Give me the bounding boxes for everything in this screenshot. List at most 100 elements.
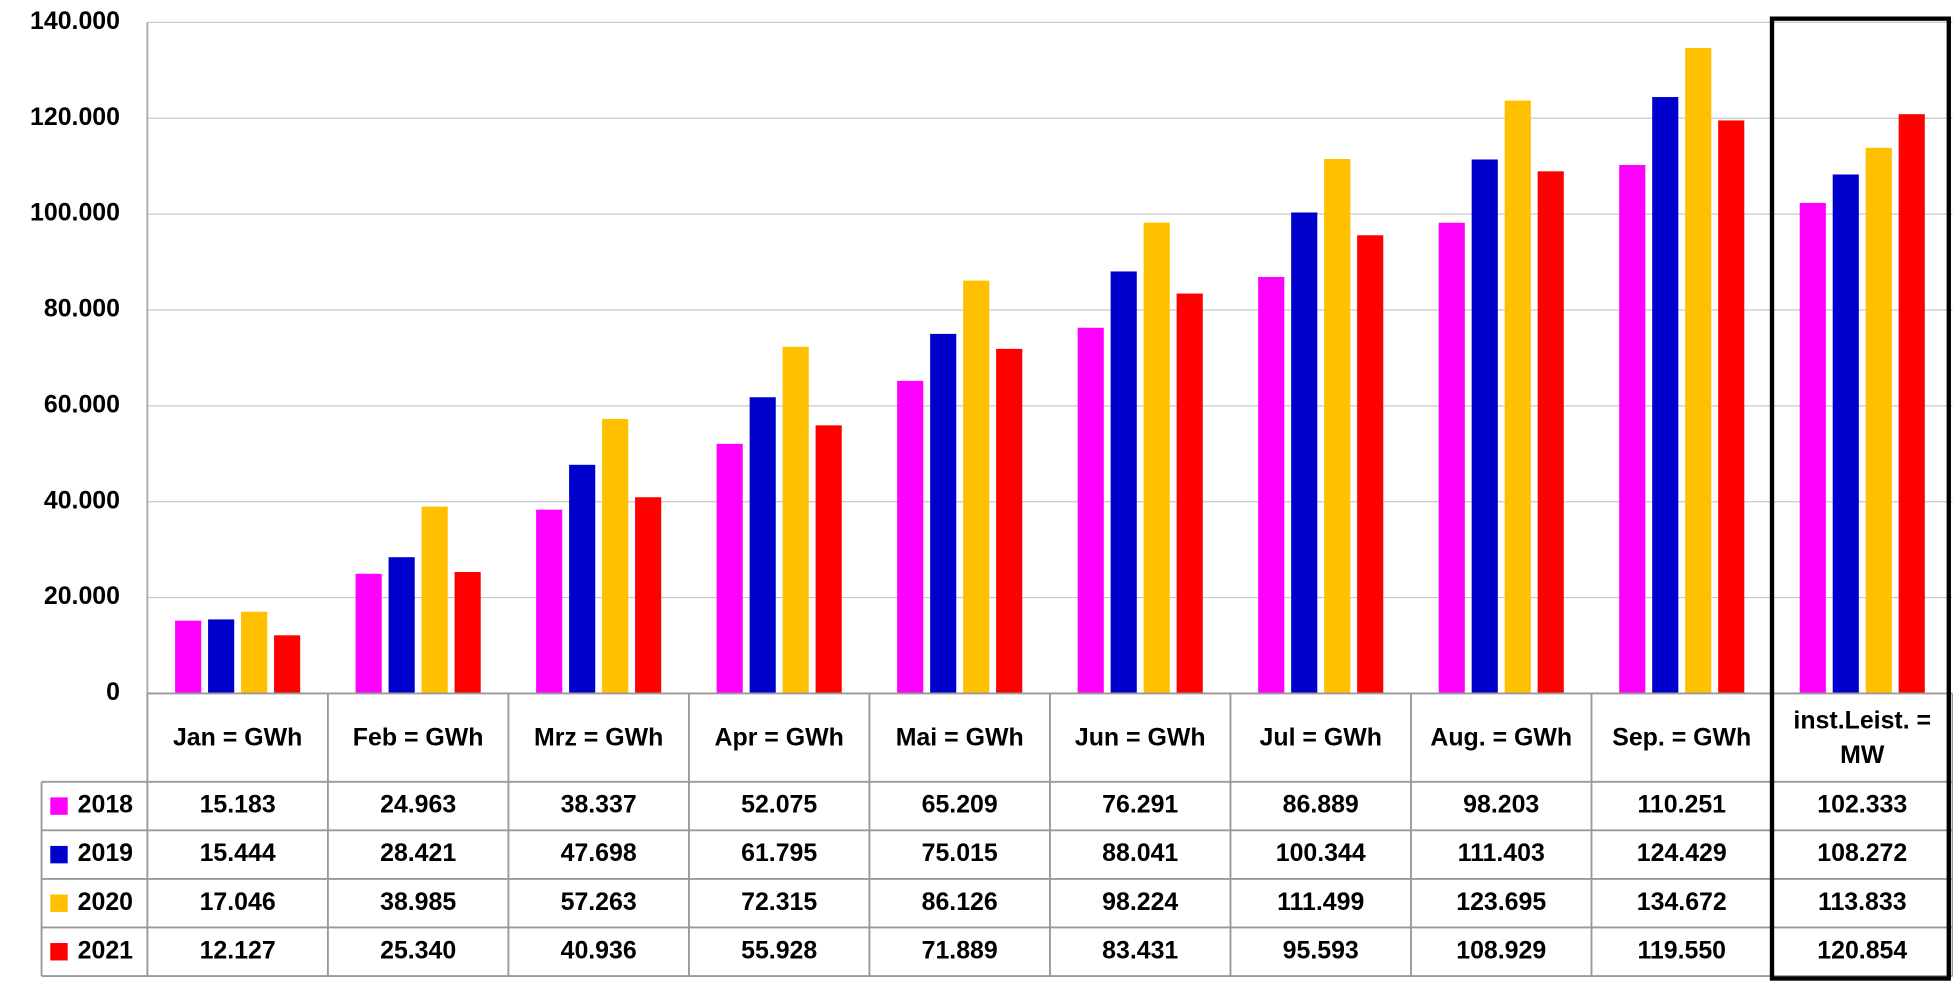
bar xyxy=(1865,147,1892,694)
value-label: 108.272 xyxy=(1817,839,1907,867)
category-cell: Jun = GWh xyxy=(1074,723,1206,752)
value-label: 95.593 xyxy=(1283,936,1359,964)
x-tick-label: Apr = GWh xyxy=(714,723,844,752)
x-tick-label: Mai = GWh xyxy=(895,723,1024,752)
bar xyxy=(1324,159,1351,694)
legend-label: 2021 xyxy=(78,936,134,964)
bar xyxy=(635,497,662,694)
category-cell: Mrz = GWh xyxy=(533,723,664,752)
value-label: 102.333 xyxy=(1817,791,1907,819)
bar xyxy=(1110,271,1137,694)
category-cell: Aug. = GWh xyxy=(1430,723,1573,752)
value-label: 65.209 xyxy=(922,791,998,819)
value-label: 88.041 xyxy=(1102,839,1178,867)
value-label: 52.075 xyxy=(741,791,817,819)
bar xyxy=(1832,174,1859,694)
bar xyxy=(1619,164,1646,694)
category-cell: Sep. = GWh xyxy=(1612,723,1752,752)
bar xyxy=(1438,222,1465,694)
bar xyxy=(241,611,268,694)
value-label: 40.936 xyxy=(561,936,637,964)
bar xyxy=(1799,202,1826,694)
bars xyxy=(175,47,1925,694)
value-label: 28.421 xyxy=(380,839,456,867)
bar xyxy=(1176,293,1203,694)
bar xyxy=(782,346,809,694)
value-label: 75.015 xyxy=(922,839,998,867)
bar xyxy=(1898,114,1925,694)
x-tick-label: Sep. = GWh xyxy=(1612,723,1752,752)
x-tick-label: Jun = GWh xyxy=(1074,723,1206,752)
value-label: 12.127 xyxy=(200,936,276,964)
value-label: 124.429 xyxy=(1637,839,1727,867)
value-label: 57.263 xyxy=(561,888,637,916)
value-label: 98.203 xyxy=(1463,791,1539,819)
value-label: 55.928 xyxy=(741,936,817,964)
value-label: 38.337 xyxy=(561,791,637,819)
legend-label: 2018 xyxy=(78,791,134,819)
bar xyxy=(996,348,1023,694)
legend-swatch xyxy=(50,943,68,961)
x-tick-label: inst.Leist. = MW xyxy=(1793,706,1932,769)
x-tick-label: Aug. = GWh xyxy=(1430,723,1573,752)
legend-swatch xyxy=(50,845,68,864)
value-label: 108.929 xyxy=(1456,936,1546,964)
value-label: 83.431 xyxy=(1102,936,1178,964)
x-tick-label: Jan = GWh xyxy=(172,723,303,752)
category-cell: Jul = GWh xyxy=(1259,723,1382,752)
category-cell: Jan = GWh xyxy=(172,723,303,752)
bar xyxy=(1471,159,1498,694)
value-label: 76.291 xyxy=(1102,791,1178,819)
highlight-box xyxy=(1769,16,1951,981)
bar xyxy=(536,509,563,694)
bar xyxy=(1537,171,1564,694)
grid: 0 20.000 40.000 60.000 80.000 100.000 120.000 1… xyxy=(30,7,1953,706)
category-cell: Feb = GWh xyxy=(352,723,484,752)
value-label: 86.126 xyxy=(922,888,998,916)
y-tick-label: 100.000 xyxy=(30,199,120,227)
value-label: 71.889 xyxy=(922,936,998,964)
value-label: 38.985 xyxy=(380,888,456,916)
bar xyxy=(569,464,596,694)
value-label: 25.340 xyxy=(380,936,456,964)
value-label: 123.695 xyxy=(1456,888,1546,916)
bar xyxy=(355,573,382,694)
bar xyxy=(1718,120,1745,694)
value-label: 61.795 xyxy=(741,839,817,867)
x-tick-label: Mrz = GWh xyxy=(533,723,664,752)
bar xyxy=(421,506,448,694)
value-label: 72.315 xyxy=(741,888,817,916)
y-tick-label: 140.000 xyxy=(30,7,120,35)
value-label: 111.499 xyxy=(1277,888,1364,916)
value-label: 120.854 xyxy=(1817,936,1907,964)
bar xyxy=(1504,100,1531,694)
legend-swatch xyxy=(50,894,68,912)
bar xyxy=(1077,327,1104,694)
value-label: 98.224 xyxy=(1102,888,1178,916)
bar xyxy=(815,425,842,694)
value-label: 47.698 xyxy=(561,839,637,867)
bar xyxy=(208,619,235,694)
category-cell: inst.Leist. = MW xyxy=(1793,706,1932,769)
value-label: 15.183 xyxy=(200,791,276,819)
x-tick-label: Feb = GWh xyxy=(352,723,484,752)
bar xyxy=(930,333,957,694)
y-tick-label: 20.000 xyxy=(44,582,120,610)
x-tick-label: Jul = GWh xyxy=(1259,723,1382,752)
value-label: 134.672 xyxy=(1637,888,1727,916)
y-tick-label: 60.000 xyxy=(44,390,120,418)
value-label: 111.403 xyxy=(1458,839,1545,867)
value-label: 119.550 xyxy=(1637,936,1726,964)
value-label: 100.344 xyxy=(1276,839,1366,867)
category-cell: Apr = GWh xyxy=(714,723,844,752)
bar xyxy=(388,557,415,694)
bar xyxy=(1291,212,1318,694)
value-label: 17.046 xyxy=(200,888,276,916)
value-label: 113.833 xyxy=(1818,888,1907,916)
bar xyxy=(963,280,990,694)
bar xyxy=(454,571,481,694)
bar xyxy=(1652,97,1679,694)
value-label: 110.251 xyxy=(1637,791,1726,819)
legend-label: 2019 xyxy=(78,839,133,867)
